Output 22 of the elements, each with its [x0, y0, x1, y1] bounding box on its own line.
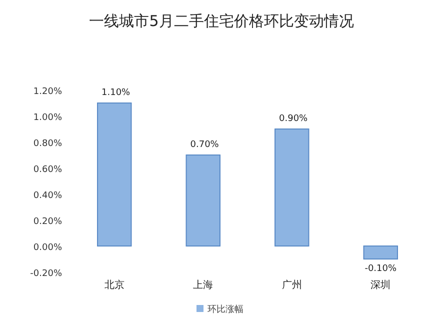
y-tick-label: 0.60%	[33, 165, 62, 175]
data-label: 0.70%	[190, 140, 220, 150]
x-tick-label: 深圳	[370, 279, 391, 291]
y-tick-label: 0.40%	[33, 191, 62, 201]
data-label: 1.10%	[102, 88, 131, 98]
legend-label: 环比涨幅	[208, 304, 244, 315]
bar	[363, 246, 398, 260]
x-tick-label: 上海	[193, 279, 214, 291]
bar	[274, 128, 310, 246]
y-tick-label: 0.00%	[33, 243, 62, 253]
bar	[97, 102, 132, 246]
chart-title: 一线城市5月二手住宅价格环比变动情况	[89, 12, 354, 30]
data-label: 0.90%	[279, 114, 308, 124]
x-tick-label: 广州	[282, 279, 302, 291]
y-tick-label: -0.20%	[30, 269, 62, 279]
data-label: -0.10%	[364, 264, 397, 274]
bar	[186, 154, 220, 246]
y-tick-label: 0.20%	[33, 217, 62, 227]
x-tick-label: 北京	[104, 279, 124, 291]
y-tick-label: 0.80%	[33, 139, 62, 149]
y-tick-label: 1.20%	[33, 87, 62, 97]
y-tick-label: 1.00%	[33, 113, 62, 123]
